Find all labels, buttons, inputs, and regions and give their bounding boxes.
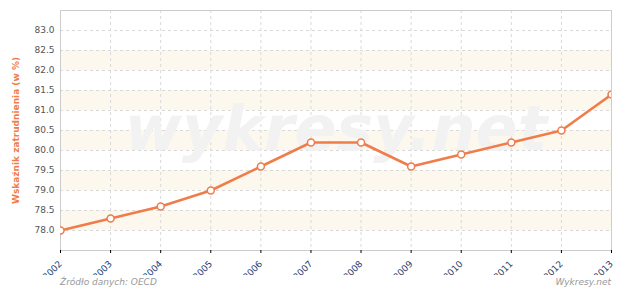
svg-text:2012: 2012 [542,259,565,275]
svg-text:79.5: 79.5 [34,165,54,175]
svg-text:2010: 2010 [441,259,464,275]
svg-text:wykresy.net: wykresy.net [125,92,550,165]
svg-text:2009: 2009 [391,259,414,275]
svg-text:81.5: 81.5 [34,85,54,95]
svg-text:82.0: 82.0 [34,65,54,75]
svg-text:2003: 2003 [91,259,114,275]
svg-text:2007: 2007 [291,259,314,275]
svg-text:2006: 2006 [241,259,264,275]
html-text:Wykresy.net: Wykresy.net [555,277,611,287]
svg-text:78.5: 78.5 [34,205,54,215]
svg-text:2013: 2013 [592,259,615,275]
svg-text:80.0: 80.0 [34,145,54,155]
svg-text:Wskaźnik zatrudnienia (w %): Wskaźnik zatrudnienia (w %) [11,57,21,204]
svg-text:2002: 2002 [41,259,64,275]
svg-text:2011: 2011 [492,259,515,275]
svg-text:80.5: 80.5 [34,125,54,135]
svg-text:83.0: 83.0 [34,25,54,35]
svg-text:79.0: 79.0 [34,185,54,195]
svg-text:78.0: 78.0 [34,225,54,235]
svg-text:2008: 2008 [341,259,364,275]
html-text:Źródło danych: OECD: Źródło danych: OECD [60,277,157,287]
svg-text:81.0: 81.0 [34,105,54,115]
svg-text:2004: 2004 [141,259,164,275]
svg-text:82.5: 82.5 [34,45,54,55]
svg-text:2005: 2005 [191,259,214,275]
